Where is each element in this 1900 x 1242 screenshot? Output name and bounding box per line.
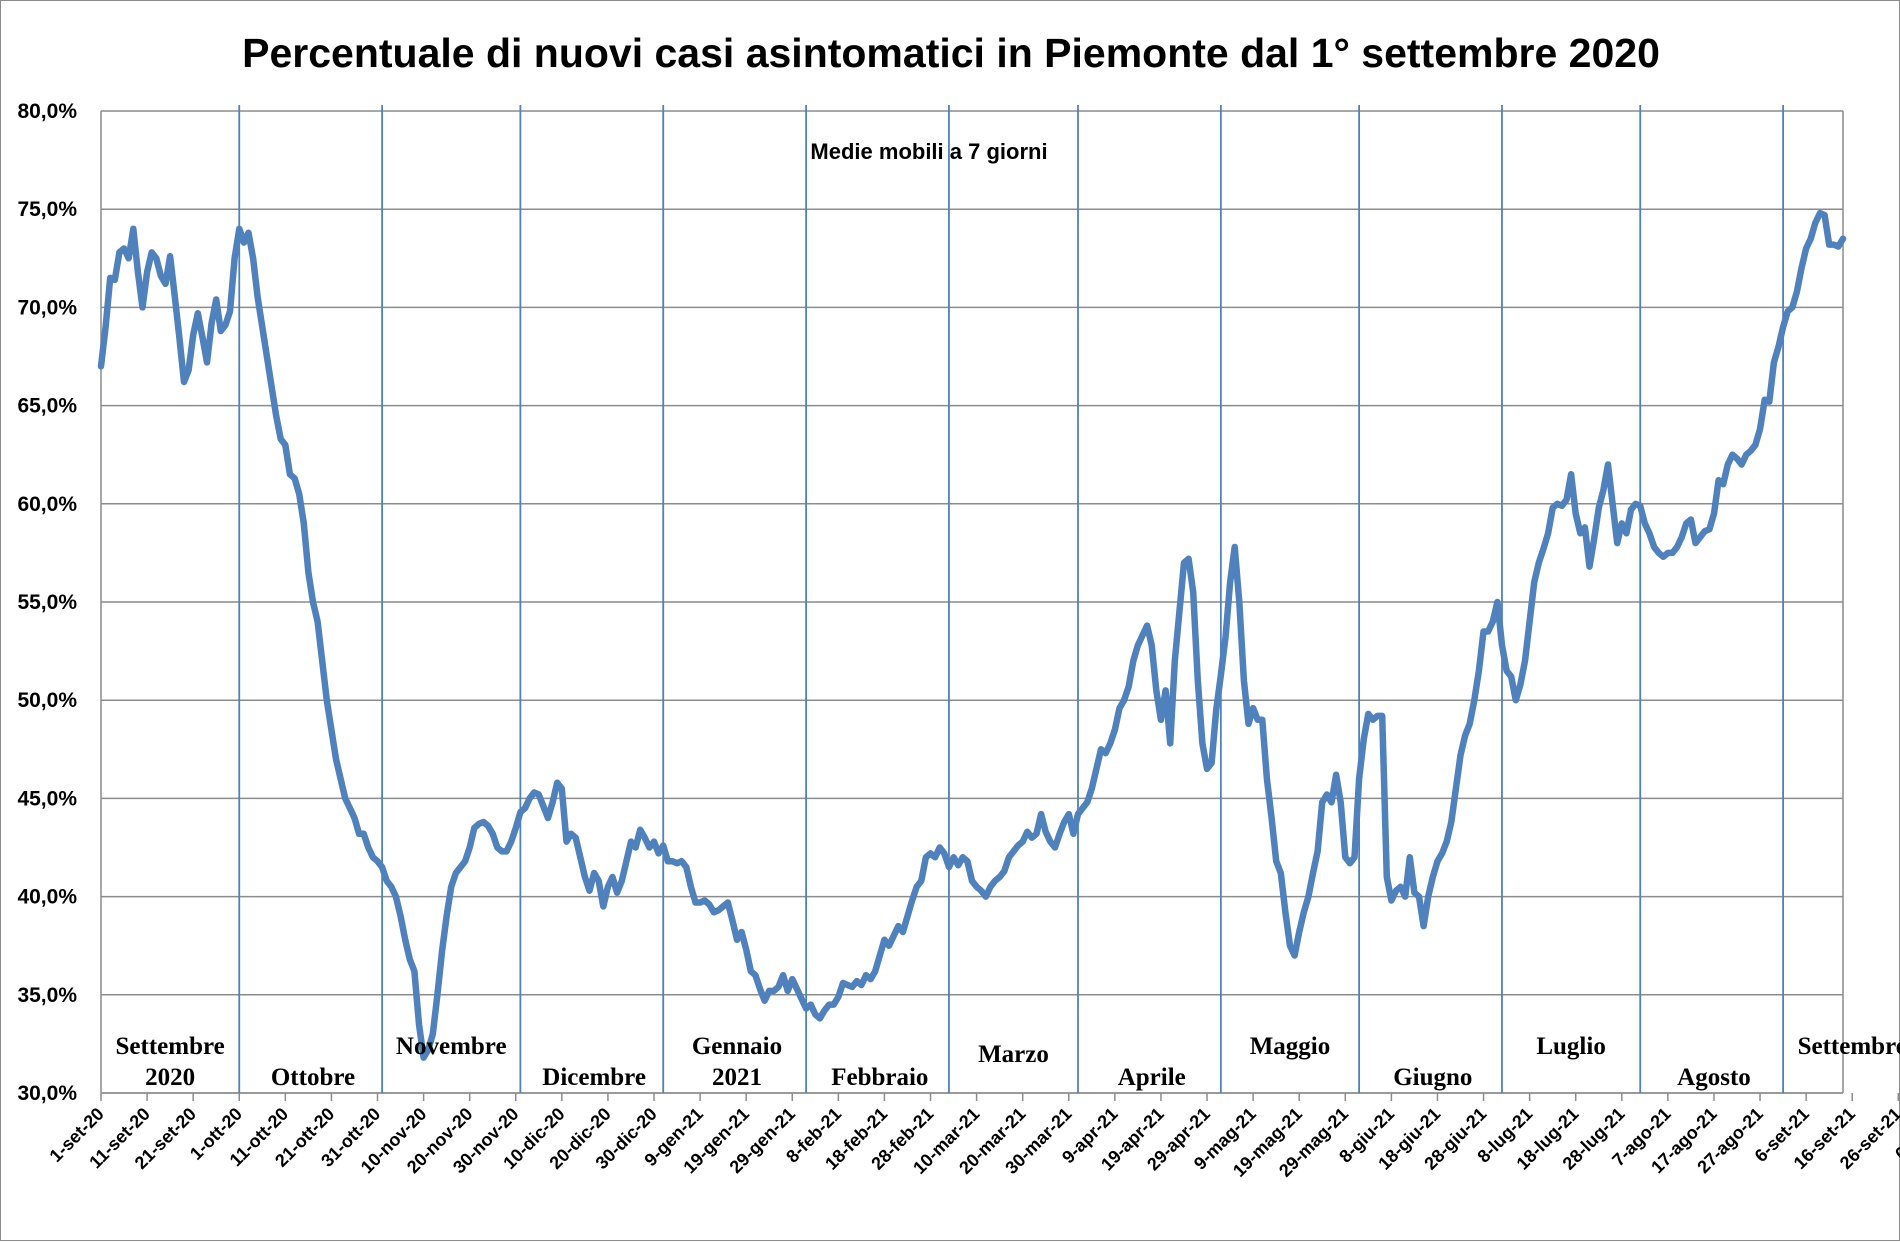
gridlines xyxy=(100,110,1844,1094)
month-label: Luglio xyxy=(1536,1033,1605,1060)
y-tick-label: 55,0% xyxy=(17,591,77,614)
y-tick-label: 45,0% xyxy=(17,787,77,810)
y-tick-label: 40,0% xyxy=(17,886,77,909)
month-label: Dicembre xyxy=(542,1064,646,1091)
y-tick-label: 70,0% xyxy=(17,296,77,319)
month-label: 2020 xyxy=(145,1064,195,1091)
chart-annotation: Medie mobili a 7 giorni xyxy=(810,139,1047,164)
month-label: 2021 xyxy=(712,1064,762,1091)
series-line xyxy=(97,209,1847,1061)
month-label: Giugno xyxy=(1393,1064,1472,1091)
month-label: Marzo xyxy=(978,1041,1049,1068)
y-tick-label: 65,0% xyxy=(17,395,77,418)
month-label: Gennaio xyxy=(692,1033,782,1060)
month-label: Novembre xyxy=(396,1033,507,1060)
month-label: Agosto xyxy=(1677,1064,1751,1091)
y-tick-label: 30,0% xyxy=(17,1082,77,1105)
y-tick-label: 80,0% xyxy=(17,100,77,123)
y-tick-label: 75,0% xyxy=(17,198,77,221)
x-axis-ticks: 1-set-2011-set-2021-set-201-ott-2011-ott… xyxy=(46,1093,1900,1181)
month-separators xyxy=(238,105,1784,1093)
month-label: Settembre xyxy=(1798,1033,1900,1060)
y-tick-label: 50,0% xyxy=(17,689,77,712)
y-tick-label: 60,0% xyxy=(17,493,77,516)
chart-title: Percentuale di nuovi casi asintomatici i… xyxy=(242,30,1660,76)
month-label: Ottobre xyxy=(271,1064,355,1091)
month-label: Settembre xyxy=(116,1033,225,1060)
y-tick-label: 35,0% xyxy=(17,984,77,1007)
series-layer xyxy=(97,209,1847,1061)
y-axis-ticks: 30,0% 35,0% 40,0% 45,0% 50,0% 55,0% 60,0% 65,0%… xyxy=(17,100,77,1105)
month-labels: Settembre 2020 Ottobre Novembre Dicembre Genn… xyxy=(116,1033,1900,1091)
month-label: Aprile xyxy=(1118,1064,1186,1091)
month-label: Maggio xyxy=(1250,1033,1331,1060)
month-label: Febbraio xyxy=(831,1064,928,1091)
